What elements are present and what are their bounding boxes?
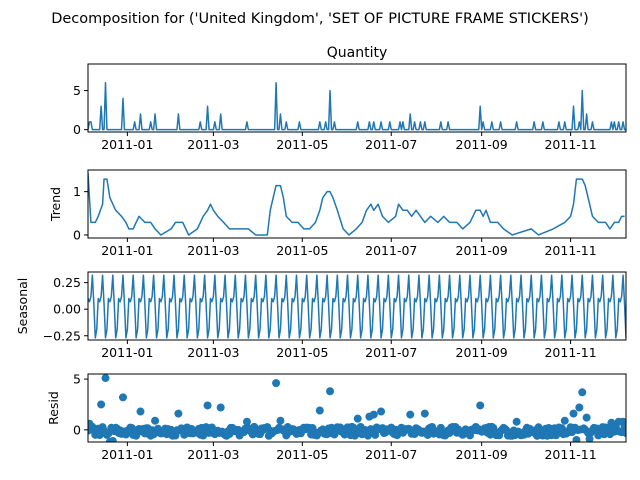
resid-point: [349, 423, 358, 432]
trend-ytick-label: 1: [73, 184, 81, 199]
resid-xtick-label: 2011-05: [276, 447, 328, 462]
panel-trend: 0 1 2011-01 2011-03 2011-05 2011-07 2011-09 201…: [48, 169, 627, 258]
seasonal-plot-area: [88, 274, 626, 339]
observed-plot-area: [88, 82, 626, 131]
observed-axes-frame: [87, 63, 627, 133]
resid-point: [585, 434, 594, 442]
resid-point: [272, 379, 281, 388]
trend-series-line: [88, 172, 625, 236]
resid-point: [276, 416, 285, 425]
resid-point: [101, 374, 110, 383]
trend-xtick-label: 2011-01: [101, 243, 153, 258]
resid-point: [174, 409, 183, 418]
observed-xtick-label: 2011-05: [276, 137, 328, 152]
resid-point: [369, 410, 378, 419]
seasonal-xtick-label: 2011-11: [544, 345, 596, 360]
resid-point: [203, 401, 212, 410]
trend-xtick-label: 2011-05: [276, 243, 328, 258]
resid-xtick-label: 2011-07: [365, 447, 417, 462]
resid-point: [242, 417, 251, 426]
observed-ytick-label: 0: [73, 122, 81, 137]
observed-ytick-label: 5: [73, 83, 81, 98]
seasonal-xtick-label: 2011-09: [456, 345, 508, 360]
resid-point: [575, 403, 584, 412]
trend-axes-frame: [87, 169, 627, 239]
resid-point: [216, 403, 225, 412]
observed-xtick-label: 2011-07: [365, 137, 417, 152]
resid-point: [406, 410, 415, 419]
resid-point: [108, 436, 117, 442]
resid-point: [560, 416, 569, 425]
resid-point: [569, 409, 578, 418]
panel-seasonal: 0.25 0.00 −0.25 2011-01 2011-03 2011-05 2011-0…: [15, 271, 627, 360]
resid-xtick-label: 2011-09: [456, 447, 508, 462]
resid-point: [118, 393, 127, 402]
resid-point: [582, 413, 591, 422]
observed-xtick-label: 2011-09: [456, 137, 508, 152]
observed-title: Quantity: [327, 45, 388, 61]
resid-point: [377, 407, 386, 416]
trend-xtick-label: 2011-09: [456, 243, 508, 258]
resid-ylabel: Resid: [46, 391, 61, 425]
resid-point: [572, 435, 581, 442]
seasonal-xtick-label: 2011-05: [276, 345, 328, 360]
resid-point: [151, 416, 160, 425]
resid-plot-area: [88, 374, 626, 442]
trend-xtick-label: 2011-07: [365, 243, 417, 258]
resid-point: [620, 422, 626, 431]
resid-point: [476, 401, 485, 410]
panel-observed: 0 5 2011-01 2011-03 2011-05 2011-07 2011-09 201…: [73, 45, 627, 152]
seasonal-ylabel: Seasonal: [15, 278, 30, 335]
observed-series-line: [88, 82, 626, 131]
resid-xtick-label: 2011-03: [187, 447, 239, 462]
seasonal-xtick-label: 2011-01: [101, 345, 153, 360]
trend-plot-area: [88, 172, 625, 236]
resid-point: [326, 387, 335, 396]
seasonal-axes-frame: [87, 271, 627, 341]
seasonal-ytick-label: 0.00: [53, 302, 81, 317]
seasonal-series-line: [88, 274, 626, 339]
resid-point: [97, 400, 106, 409]
trend-xtick-label: 2011-03: [187, 243, 239, 258]
panel-resid: 0 5 2011-01 2011-03 2011-05 2011-07 2011-09 201…: [46, 372, 627, 462]
trend-ytick-label: 0: [73, 227, 81, 242]
trend-xtick-label: 2011-11: [544, 243, 596, 258]
seasonal-xtick-label: 2011-03: [187, 345, 239, 360]
seasonal-xtick-label: 2011-07: [365, 345, 417, 360]
resid-point: [315, 406, 324, 415]
resid-point: [353, 414, 362, 423]
resid-xtick-label: 2011-11: [544, 447, 596, 462]
resid-point: [512, 417, 521, 426]
resid-ytick-label: 0: [73, 422, 81, 437]
resid-points: [88, 374, 626, 442]
figure-title: Decomposition for ('United Kingdom', 'SE…: [51, 11, 589, 27]
resid-point: [578, 388, 587, 397]
resid-axes-frame: [87, 373, 627, 443]
trend-ylabel: Trend: [48, 187, 63, 222]
resid-point: [622, 429, 626, 438]
seasonal-ytick-label: −0.25: [43, 328, 81, 343]
resid-point: [136, 407, 145, 416]
seasonal-ytick-label: 0.25: [53, 275, 81, 290]
observed-xtick-label: 2011-03: [187, 137, 239, 152]
observed-xtick-label: 2011-01: [101, 137, 153, 152]
observed-xtick-label: 2011-11: [544, 137, 596, 152]
resid-point: [420, 409, 429, 418]
resid-xtick-label: 2011-01: [101, 447, 153, 462]
resid-ytick-label: 5: [73, 372, 81, 387]
